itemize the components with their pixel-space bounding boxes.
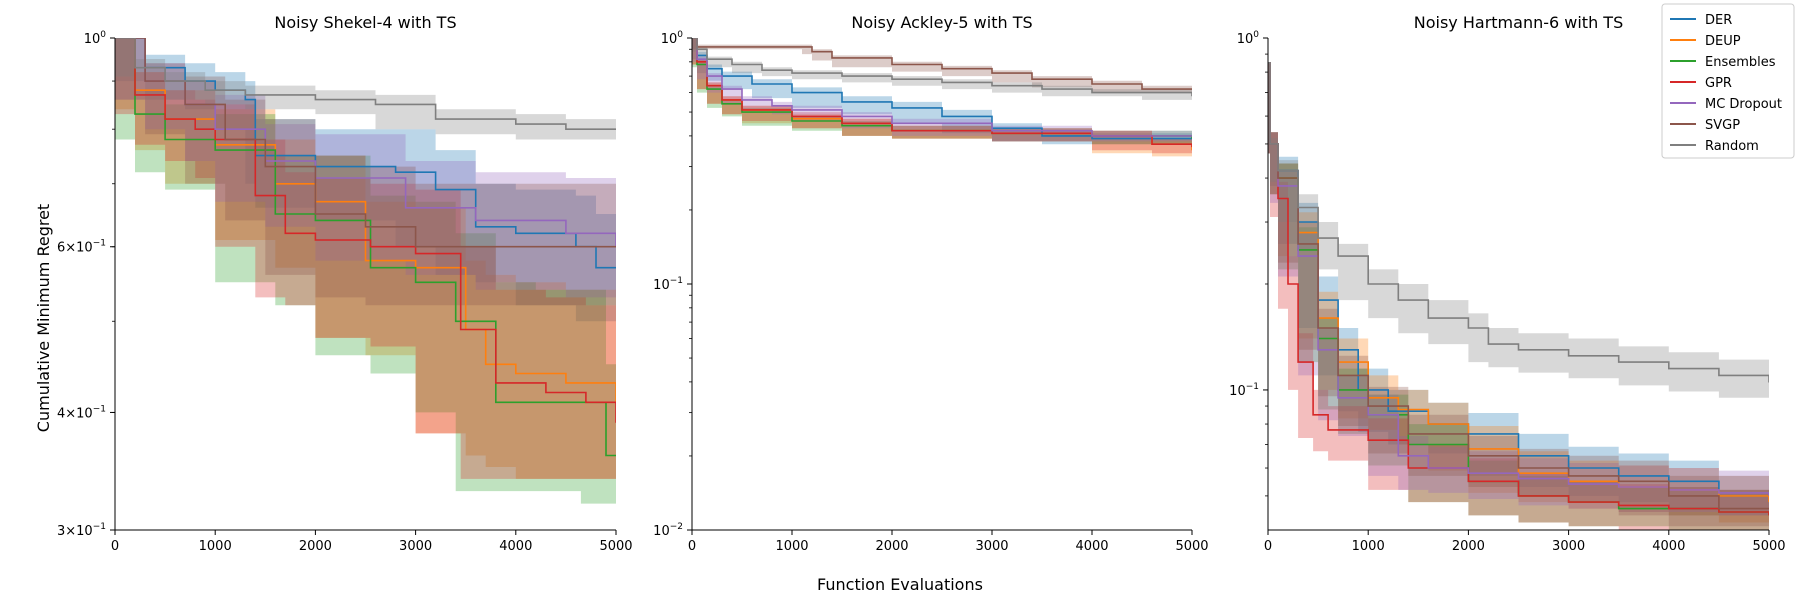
y-axis-label: Cumulative Minimum Regret xyxy=(34,204,53,432)
line-mc-dropout xyxy=(692,38,1192,137)
line-gpr xyxy=(115,38,616,423)
x-tick-label: 2000 xyxy=(1452,539,1485,554)
panel-3: 0 1000 2000 3000 4000 5000 100 10−1 Noisy Hartma… xyxy=(1229,13,1785,554)
legend-label: DEUP xyxy=(1705,34,1741,49)
x-tick-label: 2000 xyxy=(875,539,908,554)
band-ensembles xyxy=(1268,62,1769,530)
x-tick-label: 2000 xyxy=(299,539,332,554)
legend-item-der: DER xyxy=(1670,13,1732,28)
line-svgp xyxy=(692,38,1192,90)
legend-item-random: Random xyxy=(1670,139,1759,154)
line-random xyxy=(692,38,1192,97)
y-tick-label: 100 xyxy=(661,30,684,47)
x-tick-label: 5000 xyxy=(599,539,632,554)
plot-area xyxy=(115,38,616,504)
y-tick-label: 100 xyxy=(84,30,107,47)
legend-frame xyxy=(1661,3,1795,159)
y-tick-label: 4×10−1 xyxy=(57,404,106,421)
x-tick-label: 5000 xyxy=(1752,539,1785,554)
band-random xyxy=(115,38,616,140)
y-tick-label: 10−1 xyxy=(653,276,683,293)
y-tick-label: 10−2 xyxy=(653,522,683,539)
x-tick-label: 3000 xyxy=(1552,539,1585,554)
y-tick-label: 6×10−1 xyxy=(57,239,106,256)
x-tick-label: 3000 xyxy=(399,539,432,554)
x-tick-label: 0 xyxy=(688,539,696,554)
band-random xyxy=(1268,62,1769,398)
panel-1: 0 1000 2000 3000 4000 5000 100 6×10−1 4×10−1 3×10… xyxy=(57,13,633,554)
legend-item-gpr: GPR xyxy=(1670,76,1732,91)
line-svgp xyxy=(1268,62,1769,510)
band-deup xyxy=(1268,62,1769,523)
line-random xyxy=(115,38,616,130)
panel-title: Noisy Ackley-5 with TS xyxy=(851,13,1032,32)
line-random xyxy=(1268,62,1769,383)
x-tick-label: 0 xyxy=(1264,539,1272,554)
x-tick-label: 4000 xyxy=(1652,539,1685,554)
legend-item-ensembles: Ensembles xyxy=(1670,55,1776,70)
band-svgp xyxy=(1268,62,1769,527)
line-gpr xyxy=(1268,62,1769,516)
y-tick-label: 3×10−1 xyxy=(57,522,106,539)
plot-area xyxy=(1268,62,1769,530)
x-tick-label: 4000 xyxy=(1075,539,1108,554)
plot-area xyxy=(692,38,1192,157)
band-deup xyxy=(692,38,1192,157)
band-ensembles xyxy=(692,38,1192,145)
legend-label: MC Dropout xyxy=(1705,97,1782,112)
x-tick-label: 1000 xyxy=(775,539,808,554)
x-tick-label: 5000 xyxy=(1175,539,1208,554)
band-svgp xyxy=(115,38,616,306)
band-der xyxy=(115,38,616,322)
band-mc-dropout xyxy=(115,38,616,298)
legend-item-deup: DEUP xyxy=(1670,34,1741,49)
legend-label: SVGP xyxy=(1705,118,1740,133)
legend-item-svgp: SVGP xyxy=(1670,118,1740,133)
x-tick-label: 3000 xyxy=(975,539,1008,554)
legend: DER DEUP Ensembles GPR MC Dropout SVGP Random xyxy=(1661,3,1795,159)
x-tick-label: 1000 xyxy=(199,539,232,554)
band-random xyxy=(692,38,1192,100)
band-der xyxy=(1268,62,1769,516)
legend-item-mc-dropout: MC Dropout xyxy=(1670,97,1782,112)
y-tick-label: 10−1 xyxy=(1229,382,1259,399)
band-mc-dropout xyxy=(1268,62,1769,516)
panel-title: Noisy Shekel-4 with TS xyxy=(274,13,456,32)
x-tick-label: 0 xyxy=(111,539,119,554)
band-mc-dropout xyxy=(692,38,1192,142)
x-axis-label: Function Evaluations xyxy=(817,575,983,594)
x-tick-label: 1000 xyxy=(1352,539,1385,554)
x-tick-label: 4000 xyxy=(499,539,532,554)
legend-label: DER xyxy=(1705,13,1732,28)
legend-label: GPR xyxy=(1705,76,1732,91)
band-gpr xyxy=(692,38,1192,154)
band-ensembles xyxy=(115,38,616,504)
panel-title: Noisy Hartmann-6 with TS xyxy=(1414,13,1623,32)
y-tick-label: 100 xyxy=(1237,30,1260,47)
panel-2: 0 1000 2000 3000 4000 5000 100 10−1 10−2 Noisy Ac… xyxy=(653,13,1208,554)
legend-label: Random xyxy=(1705,139,1759,154)
legend-label: Ensembles xyxy=(1705,55,1776,70)
